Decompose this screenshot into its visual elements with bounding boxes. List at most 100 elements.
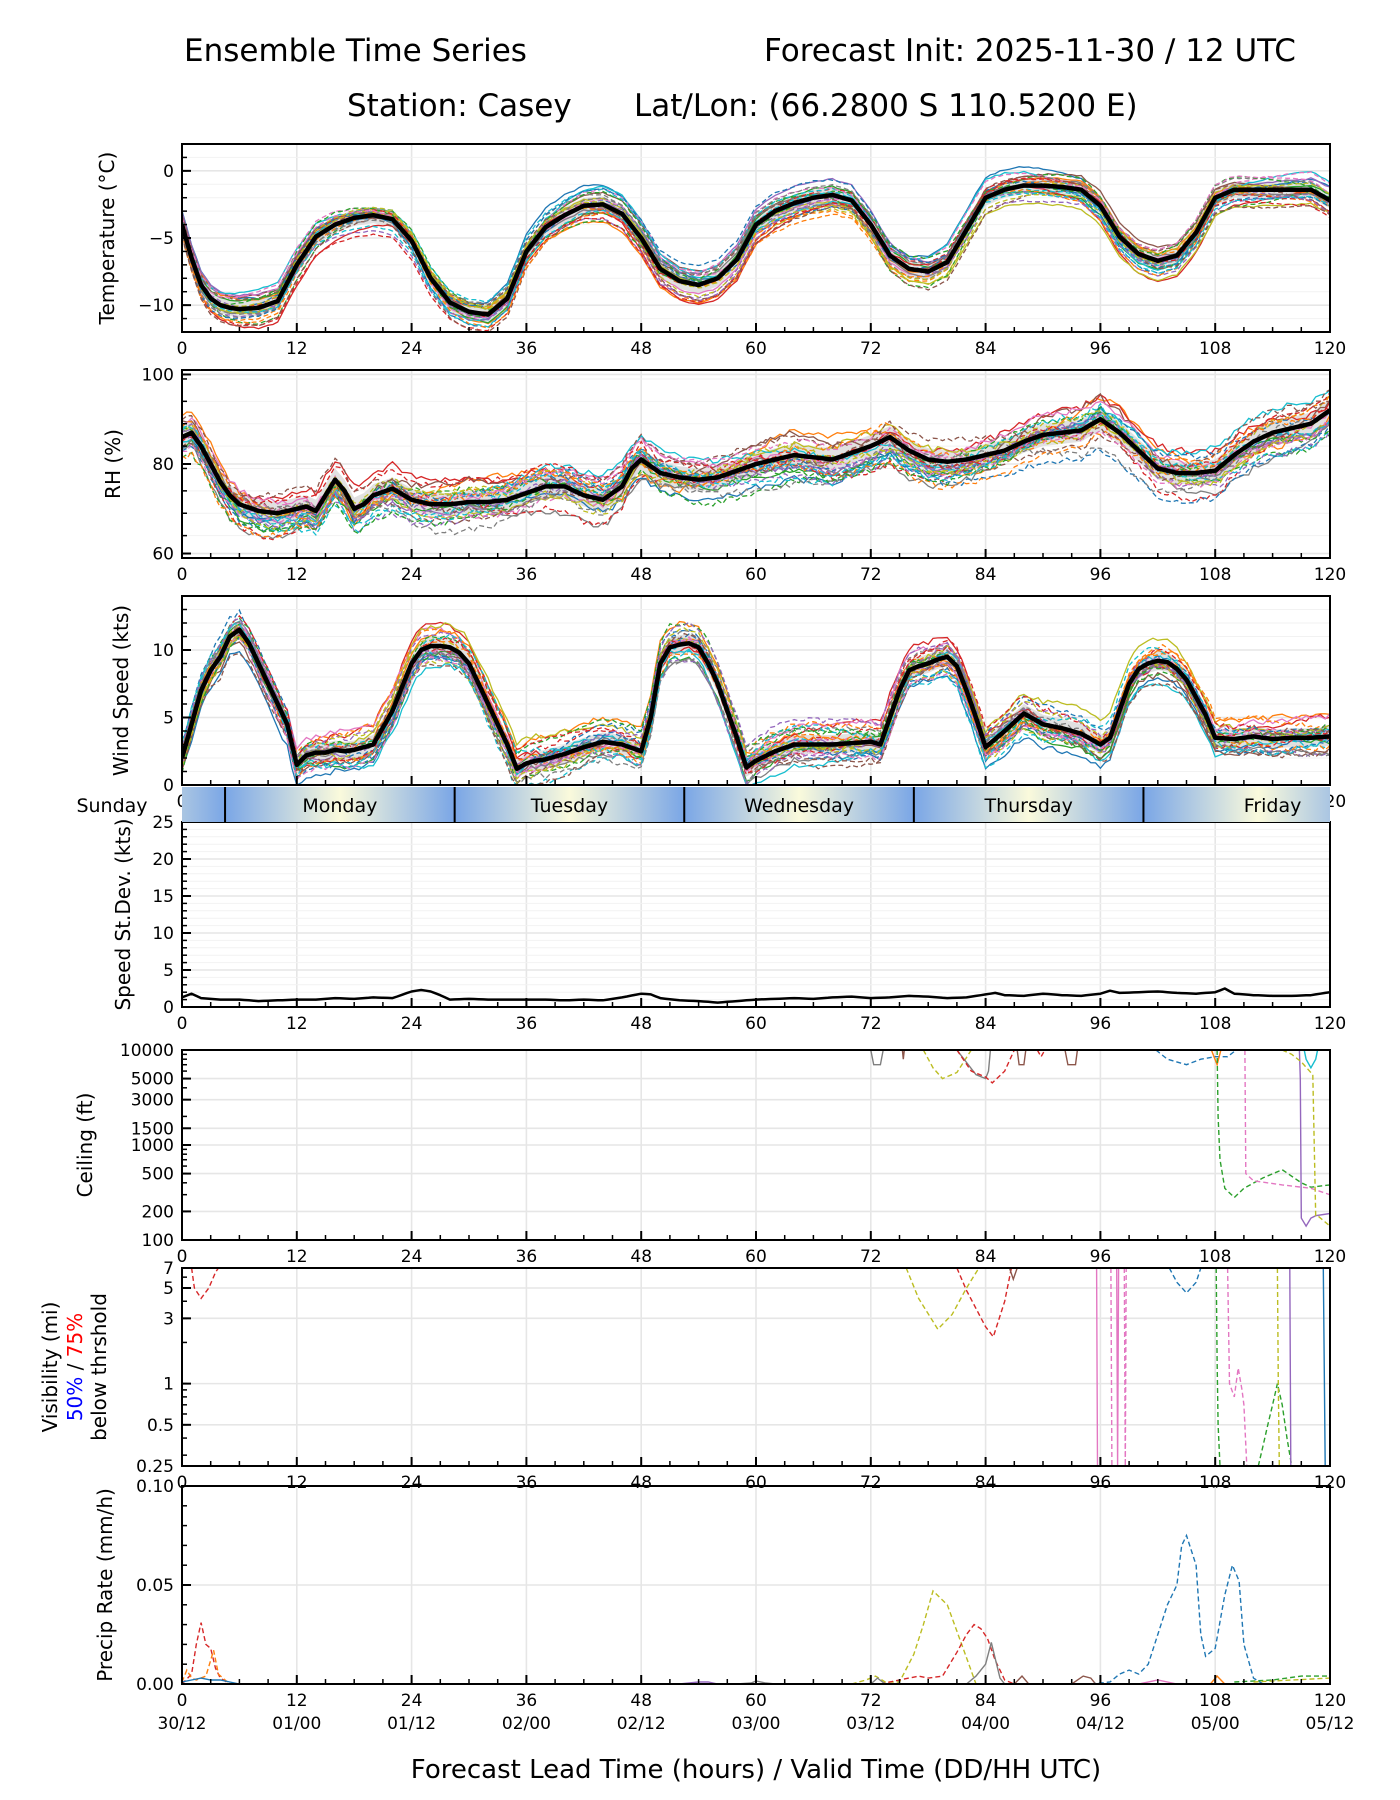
station-label: Station: Casey <box>347 88 572 124</box>
x-tick-label: 36 <box>516 1691 538 1711</box>
x-axis-label: Forecast Lead Time (hours) / Valid Time … <box>411 1755 1101 1785</box>
x-tick-label: 96 <box>1090 565 1112 585</box>
y-tick-label: 100 <box>142 365 174 385</box>
ensemble-member-line <box>190 1268 219 1300</box>
ensemble-member-line <box>182 628 1330 768</box>
day-label-wednesday: Wednesday <box>744 795 854 817</box>
y-tick-label: −10 <box>138 296 174 316</box>
y-tick-label: 25 <box>152 813 174 833</box>
x-tick-label: 24 <box>401 1247 423 1267</box>
ensemble-member-line <box>1123 1268 1127 1466</box>
x-tick-label: 72 <box>860 1014 882 1034</box>
x-tick-label: 48 <box>630 1247 652 1267</box>
ensemble-member-line <box>182 409 1330 536</box>
plot-area-rh <box>182 389 1330 541</box>
chart-title: Ensemble Time Series <box>184 33 527 69</box>
ensemble-member-line <box>1008 1268 1018 1282</box>
ensemble-member-line <box>182 630 1330 785</box>
y-tick-label: 10000 <box>120 1041 174 1061</box>
x-tick-label: 24 <box>401 1014 423 1034</box>
y-tick-label: 500 <box>142 1165 174 1185</box>
x-tick-label: 84 <box>975 1691 997 1711</box>
y-tick-label: 1000 <box>131 1136 174 1156</box>
ensemble-mean-line <box>182 183 1330 317</box>
x-tick-label: 72 <box>860 1247 882 1267</box>
ensemble-member-line <box>182 189 1330 321</box>
y-axis-label: Speed St.Dev. (kts) <box>111 818 135 1010</box>
y-tick-label: 0.00 <box>136 1675 174 1695</box>
x-tick-label: 48 <box>630 565 652 585</box>
x-tick-label: 96 <box>1090 1473 1112 1493</box>
x-tick-label: 60 <box>745 1014 767 1034</box>
ensemble-member-line <box>1257 1383 1293 1466</box>
ensemble-member-line <box>1281 1050 1330 1227</box>
ensemble-member-line <box>1289 1268 1292 1466</box>
ensemble-member-line <box>1064 1050 1079 1066</box>
x-tick-label: 48 <box>630 1691 652 1711</box>
ensemble-member-line <box>1016 1050 1027 1066</box>
ensemble-mean-line <box>182 408 1330 516</box>
x-tick-label: 96 <box>1090 1691 1112 1711</box>
x-tick-label: 0 <box>177 1473 188 1493</box>
plot-area-temperature <box>182 166 1330 332</box>
ensemble-member-line <box>1234 1675 1330 1683</box>
day-label-sunday: Sunday <box>76 795 147 817</box>
x-tick-label: 72 <box>860 565 882 585</box>
ensemble-member-line <box>1210 1050 1222 1067</box>
x-tick-label: 108 <box>1199 1473 1231 1493</box>
ensemble-member-line <box>182 175 1330 318</box>
x-tick-label: 120 <box>1314 1691 1346 1711</box>
day-segment <box>684 787 914 822</box>
latlon-label: Lat/Lon: (66.2800 S 110.5200 E) <box>634 88 1138 124</box>
x-tick-label: 108 <box>1199 1247 1231 1267</box>
y-axis-label: Wind Speed (kts) <box>109 605 133 776</box>
x-tick-label: 36 <box>516 565 538 585</box>
x-tick-label: 48 <box>630 339 652 359</box>
y-tick-label: 3 <box>163 1309 174 1329</box>
y-axis-label: RH (%) <box>101 429 125 499</box>
x-tick-label: 84 <box>975 565 997 585</box>
ensemble-member-line <box>1322 1268 1328 1466</box>
ensemble-member-line <box>870 1050 884 1066</box>
day-band-segments <box>182 787 1330 822</box>
x-tick-label: 36 <box>516 339 538 359</box>
day-label-monday: Monday <box>302 795 377 817</box>
ensemble-member-line <box>182 627 1330 785</box>
x-tick-label: 0 <box>177 339 188 359</box>
y-tick-label: 5 <box>163 709 174 729</box>
plot-area-ceiling <box>870 1050 1330 1228</box>
x-tick-label: 36 <box>516 1247 538 1267</box>
ensemble-member-line <box>182 623 1330 779</box>
panel-wind_speed: 012243648607284961081201050Wind Speed (k… <box>109 595 1346 812</box>
day-label-friday: Friday <box>1244 795 1302 817</box>
y-tick-label: 3000 <box>131 1091 174 1111</box>
panel-temperature: 0 12 24 36 48 60 72 84 96 108 120 0 −5 −10 Temperature… <box>95 143 1346 359</box>
y-axis-label-below: below thrshold <box>87 1293 111 1441</box>
x-tick-label: 0 <box>177 1691 188 1711</box>
ensemble-member-line <box>182 393 1330 502</box>
plot-area-wind_speed <box>182 608 1330 785</box>
ensemble-member-line <box>182 400 1330 514</box>
y-axis-label-threshold: 50% / 75% <box>63 1313 87 1421</box>
ensemble-member-line <box>182 183 1330 315</box>
x-tick-label: 24 <box>401 339 423 359</box>
y-tick-label: 0 <box>163 162 174 182</box>
x-tick-label: 60 <box>745 565 767 585</box>
plot-area-precip_rate <box>182 1533 1330 1684</box>
y-axis-label: Visibility (mi) <box>38 1302 62 1433</box>
x-tick-label: 84 <box>975 1473 997 1493</box>
ensemble-member-line <box>182 626 1330 776</box>
ensemble-member-line <box>182 421 1330 524</box>
x-tick-label: 108 <box>1199 1691 1231 1711</box>
ensemble-member-line <box>1276 1268 1280 1466</box>
day-segment <box>1143 787 1330 822</box>
x-tick-label: 120 <box>1314 1247 1346 1267</box>
day-label-thursday: Thursday <box>983 795 1072 817</box>
x-tick-label: 108 <box>1199 1014 1231 1034</box>
y-tick-label: 80 <box>152 455 174 475</box>
x-tick-label: 0 <box>177 565 188 585</box>
y-tick-label: 15 <box>152 887 174 907</box>
ensemble-member-line <box>905 1268 980 1331</box>
x-tick-label: 48 <box>630 1014 652 1034</box>
y-tick-label: 1500 <box>131 1119 174 1139</box>
